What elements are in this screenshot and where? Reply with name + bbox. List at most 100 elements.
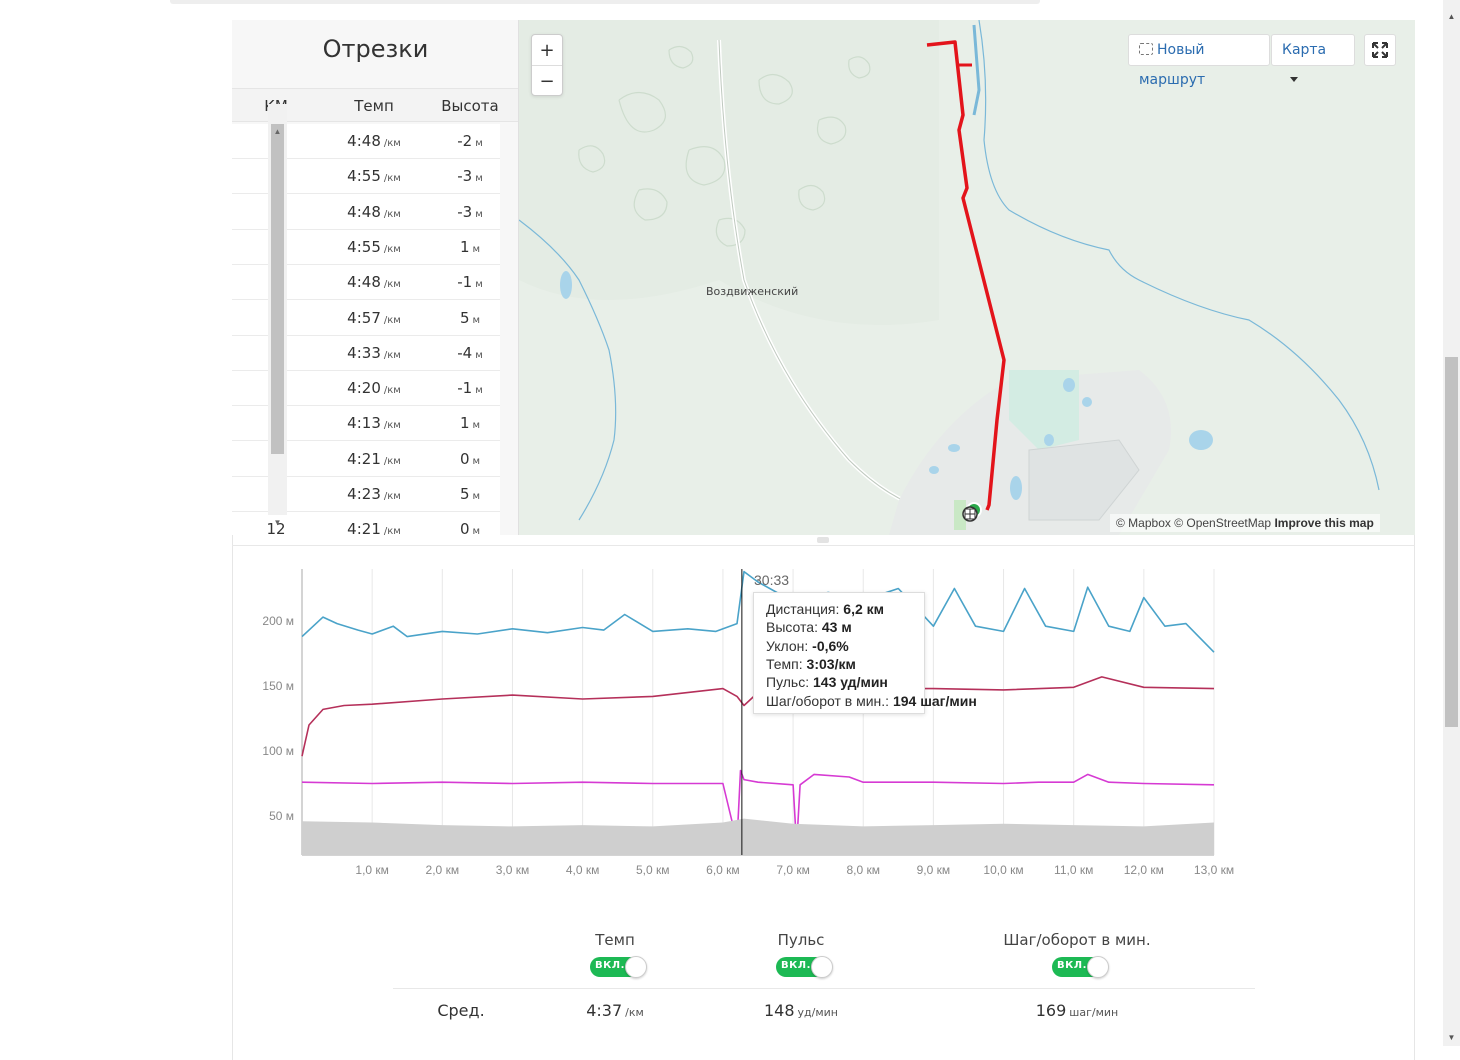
- split-pace-value: 4:21: [347, 520, 381, 535]
- tooltip-label: Уклон:: [766, 637, 809, 654]
- split-elevation-value: 0: [459, 520, 470, 535]
- avg-pace-value: 4:37: [586, 1001, 623, 1020]
- page-scroll-up-icon[interactable]: ▲: [1447, 12, 1456, 21]
- split-pace-value: 4:48: [347, 132, 381, 150]
- y-tick-label: 50 м: [269, 809, 294, 823]
- split-elevation-value: -1: [457, 379, 473, 398]
- split-elevation-value: 5: [459, 485, 470, 503]
- analysis-chart[interactable]: 200 м 150 м 100 м 50 м 1,0 км 2,0 км 3,0 км 4,0…: [232, 555, 1415, 885]
- series-line-1: [301, 676, 1215, 757]
- split-elevation-unit: м: [475, 208, 483, 220]
- avg-pace-unit: /км: [625, 1006, 644, 1019]
- split-pace-unit: /км: [383, 420, 401, 432]
- splits-scrollbar-thumb[interactable]: [271, 124, 284, 454]
- tooltip-value: 194 шаг/мин: [892, 692, 977, 709]
- tooltip-line: Уклон: -0,6%: [766, 638, 849, 654]
- y-tick-label: 100 м: [262, 744, 294, 758]
- toggle-state-text: ВКЛ.: [595, 960, 625, 971]
- tooltip-value: -0,6%: [812, 637, 849, 654]
- split-elevation-unit: м: [472, 314, 481, 326]
- x-tick-label: 9,0 км: [917, 863, 951, 877]
- x-tick-label: 10,0 км: [983, 863, 1023, 877]
- new-route-label: Новый маршрут: [1139, 42, 1206, 88]
- page-scroll-down-icon[interactable]: ▼: [1447, 1033, 1456, 1042]
- toggle-label-cadence: Шаг/оборот в мин.: [1003, 931, 1151, 949]
- split-row[interactable]: 12 4:21/км 0 м: [232, 512, 500, 535]
- split-elevation-value: -1: [457, 273, 473, 292]
- avg-hr-unit: уд/мин: [797, 1006, 838, 1019]
- page-scrollbar-thumb[interactable]: [1445, 357, 1458, 727]
- chart-tooltip: Дистанция: 6,2 км Высота: 43 м Уклон: -0,6…: [753, 592, 977, 714]
- split-elevation-value: -2: [457, 132, 473, 150]
- split-elevation-value: 1: [459, 414, 470, 433]
- split-pace-value: 4:13: [347, 414, 381, 433]
- header-elevation: Высота: [441, 97, 499, 115]
- split-elevation-unit: м: [475, 279, 483, 291]
- split-pace-unit: /км: [383, 314, 401, 326]
- split-elevation-unit: м: [475, 349, 483, 361]
- split-pace: 4:55/км: [324, 230, 424, 267]
- chart-canvas: 200 м 150 м 100 м 50 м 1,0 км 2,0 км 3,0 км 4,0…: [262, 569, 1234, 877]
- scroll-down-arrow-icon[interactable]: ▼: [273, 518, 282, 527]
- cadence-toggle[interactable]: ВКЛ.: [1052, 956, 1109, 978]
- toggle-state-text: ВКЛ.: [781, 960, 811, 971]
- split-elevation-value: -4: [457, 343, 473, 362]
- split-elevation: -2 м: [430, 124, 500, 161]
- y-tick-label: 200 м: [262, 614, 294, 628]
- x-tick-label: 6,0 км: [706, 863, 740, 877]
- new-route-button[interactable]: Новый маршрут: [1128, 34, 1270, 88]
- attribution-text[interactable]: © Mapbox © OpenStreetMap: [1116, 516, 1272, 530]
- series-line-0: [301, 570, 1215, 653]
- split-pace-value: 4:48: [347, 202, 381, 221]
- split-pace-unit: /км: [383, 138, 401, 149]
- resize-handle[interactable]: [817, 537, 829, 543]
- hr-toggle[interactable]: ВКЛ.: [776, 956, 833, 978]
- x-tick-label: 2,0 км: [426, 863, 460, 877]
- x-tick-label: 3,0 км: [496, 863, 530, 877]
- scroll-up-arrow-icon[interactable]: ▲: [273, 127, 282, 136]
- tooltip-label: Высота:: [766, 619, 818, 636]
- avg-pace: 4:37/км: [515, 1001, 715, 1020]
- pace-toggle[interactable]: ВКЛ.: [590, 956, 647, 978]
- split-elevation-unit: м: [472, 243, 481, 255]
- elevation-area: [302, 818, 1214, 855]
- split-elevation-unit: м: [472, 420, 481, 432]
- fullscreen-icon: [1372, 42, 1388, 58]
- split-elevation-value: 0: [459, 449, 470, 468]
- tooltip-line: Шаг/оборот в мин.: 194 шаг/мин: [766, 693, 977, 709]
- route-map[interactable]: [519, 20, 1415, 535]
- map-type-dropdown[interactable]: Карта: [1271, 34, 1355, 82]
- split-pace: 4:48/км: [324, 195, 424, 232]
- split-row[interactable]: 14:48/км-2м: [232, 124, 500, 159]
- split-pace: 4:21/км: [324, 512, 424, 535]
- split-pace-unit: /км: [383, 455, 401, 467]
- y-tick-label: 150 м: [262, 679, 294, 693]
- split-elevation: -3 м: [430, 195, 500, 232]
- split-pace: 4:13/км: [324, 406, 424, 443]
- split-pace-unit: /км: [383, 208, 401, 220]
- split-elevation-value: -3: [457, 202, 473, 221]
- split-elevation-value: -3: [457, 167, 473, 186]
- split-pace: 4:55/км: [324, 159, 424, 196]
- split-pace-value: 4:55: [347, 167, 381, 186]
- improve-map-link[interactable]: Improve this map: [1274, 516, 1374, 530]
- tooltip-line: Высота: 43 м: [766, 619, 852, 635]
- split-elevation-unit: м: [475, 138, 483, 149]
- split-pace: 4:48/км: [324, 265, 424, 302]
- map-zoom-control: + −: [531, 34, 563, 96]
- split-pace-value: 4:23: [347, 485, 381, 503]
- split-pace-unit: /км: [383, 243, 401, 255]
- zoom-out-button[interactable]: −: [532, 66, 562, 96]
- page-scrollbar[interactable]: ▲ ▼: [1443, 0, 1460, 1046]
- split-pace-value: 4:21: [347, 449, 381, 468]
- fullscreen-button[interactable]: [1364, 34, 1396, 66]
- zoom-in-button[interactable]: +: [532, 35, 562, 65]
- split-pace-unit: /км: [383, 349, 401, 361]
- split-pace-value: 4:57: [347, 308, 381, 327]
